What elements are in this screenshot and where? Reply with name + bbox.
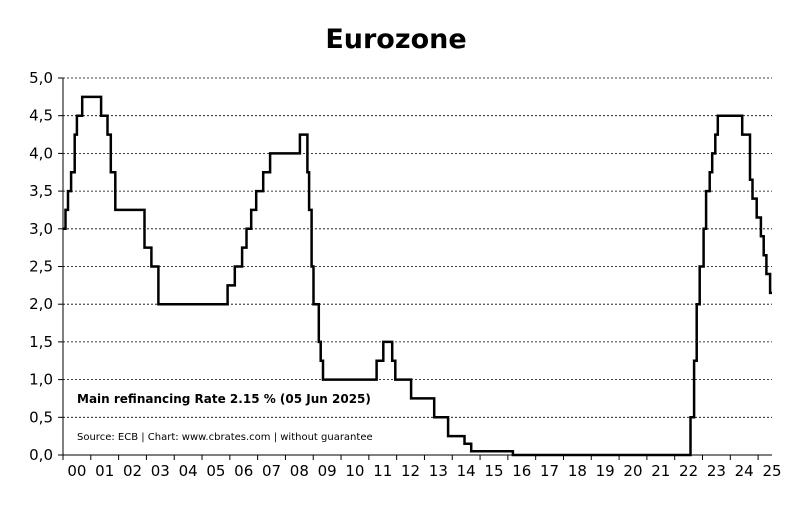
x-tick-label: 20 (623, 462, 642, 480)
rate-annotation: Main refinancing Rate 2.15 % (05 Jun 202… (77, 392, 371, 406)
x-tick-label: 10 (345, 462, 364, 480)
y-tick-label: 3,0 (29, 220, 53, 238)
y-tick-label: 3,5 (29, 182, 53, 200)
y-tick-label: 2,0 (29, 295, 53, 313)
x-tick-label: 15 (484, 462, 503, 480)
x-axis: 00 01 02 03 04 05 06 07 08 09 10 11 12 13 14 15 16 17 18 19… (62, 454, 782, 480)
x-tick-label: 09 (318, 462, 337, 480)
x-tick-label: 12 (401, 462, 420, 480)
x-tick-label: 05 (206, 462, 225, 480)
x-tick-label: 00 (67, 462, 86, 480)
x-tick-label: 11 (373, 462, 392, 480)
y-tick-label: 5,0 (29, 69, 53, 87)
x-tick-label: 07 (262, 462, 281, 480)
x-tick-label: 03 (151, 462, 170, 480)
x-tick-label: 17 (540, 462, 559, 480)
y-tick-label: 4,5 (29, 107, 53, 125)
x-tick-label: 22 (679, 462, 698, 480)
y-tick-label: 0,5 (29, 408, 53, 426)
x-tick-label: 04 (179, 462, 198, 480)
y-tick-label: 1,0 (29, 371, 53, 389)
chart-title: Eurozone (325, 24, 466, 55)
x-tick-label: 14 (457, 462, 476, 480)
x-tick-label: 24 (735, 462, 754, 480)
x-tick-label: 13 (429, 462, 448, 480)
grid-layer (63, 77, 772, 418)
x-tick-label: 18 (568, 462, 587, 480)
x-tick-label: 23 (707, 462, 726, 480)
x-tick-label: 01 (95, 462, 114, 480)
x-tick-label: 16 (512, 462, 531, 480)
series-line (63, 95, 772, 457)
y-tick-label: 0,0 (29, 446, 53, 464)
y-tick-label: 1,5 (29, 333, 53, 351)
x-tick-label: 25 (762, 462, 781, 480)
y-tick-label: 2,5 (29, 258, 53, 276)
x-tick-label: 02 (123, 462, 142, 480)
x-tick-label: 08 (290, 462, 309, 480)
source-note: Source: ECB | Chart: www.cbrates.com | w… (77, 432, 373, 443)
y-axis: 0,0 0,5 1,0 1,5 2,0 2,5 3,0 3,5 4,0 4,5 5,0 (29, 69, 64, 464)
x-tick-label: 21 (651, 462, 670, 480)
x-tick-label: 06 (234, 462, 253, 480)
y-tick-label: 4,0 (29, 144, 53, 162)
x-tick-label: 19 (596, 462, 615, 480)
series-layer (63, 95, 772, 457)
